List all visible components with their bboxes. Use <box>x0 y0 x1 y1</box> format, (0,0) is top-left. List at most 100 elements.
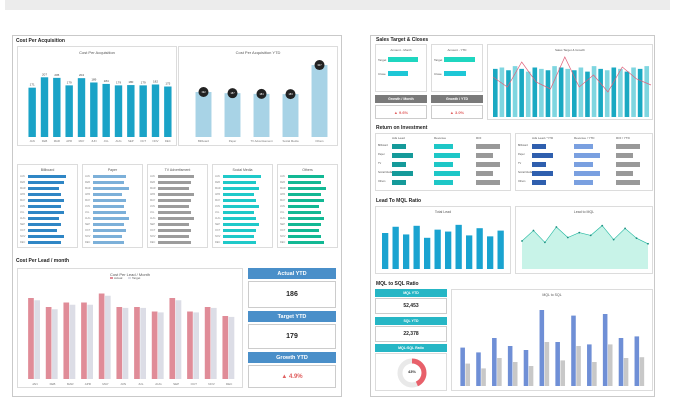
total-lead-title: Total Lead <box>434 210 452 214</box>
cpa-ytd-value: 187 <box>230 91 235 95</box>
sales-bar <box>644 66 650 117</box>
roi-row-label: Billboard <box>518 144 528 147</box>
channel-bar <box>223 205 259 208</box>
amount-row-label: Close <box>434 72 442 76</box>
growth-month-value: ▲ 9.6% <box>375 105 427 119</box>
lead-mql-point <box>624 227 626 230</box>
channel-month-tick: OCT <box>150 229 156 232</box>
legend-actual-label: Actual <box>114 276 123 280</box>
channel-month-tick: MAR <box>215 187 221 190</box>
channel-bar <box>223 175 261 178</box>
cpa-ytd-bar <box>311 65 328 137</box>
roi-bar <box>392 153 413 158</box>
channel-month-tick: JUN <box>20 205 25 208</box>
roi-row-label: Billboard <box>378 144 388 147</box>
channel-month-tick: NOV <box>20 235 26 238</box>
growth-month-header: Growth / Month <box>375 95 427 103</box>
channel-month-tick: JAN <box>85 175 90 178</box>
roi-column-header: ROI <box>476 136 482 140</box>
total-lead-bar <box>476 228 483 269</box>
roi-bar <box>532 153 553 158</box>
cpl-card: Cost Per Lead / Month Actual Target JAN FEB… <box>17 268 243 388</box>
lead-mql-point <box>635 237 638 240</box>
cpl-month-tick: NOV <box>208 382 215 386</box>
channel-month-tick: JUN <box>150 205 155 208</box>
roi-bar <box>532 144 546 149</box>
total-lead-bar <box>424 237 431 269</box>
mql-sql-bar-mql <box>618 338 624 386</box>
cpl-chart: Actual Target JAN FEB MAR APR MAY JUN JUL AUG SEP O… <box>28 276 235 386</box>
channel-month-tick: AUG <box>85 217 91 220</box>
sales-bar <box>611 67 617 117</box>
cpa-ytd-dot <box>227 88 238 99</box>
cpl-bar-actual <box>169 298 176 379</box>
channel-month-tick: MAY <box>85 199 91 202</box>
cpl-bar-target <box>228 316 235 379</box>
roi-bar <box>476 171 493 176</box>
cpl-bar-target <box>193 312 199 379</box>
roi-bar <box>476 153 493 158</box>
cpa-bar-label: 205 <box>54 73 59 77</box>
channel-month-tick: AUG <box>150 217 156 220</box>
cpl-bar-actual <box>204 307 211 379</box>
cpa-bar <box>151 84 160 137</box>
channel-month-tick: DEC <box>20 241 26 244</box>
roi-bar <box>434 171 460 176</box>
channel-card: TV Advertisment JAN FEB MAR APR MAY JUN JUL AUG S… <box>147 164 208 248</box>
roi-row-label: Paper <box>518 153 525 156</box>
cpa-ytd-value: 183 <box>288 92 293 96</box>
mql-sql-bar-mql <box>587 344 592 386</box>
cpa-month-tick: JUL <box>104 139 109 143</box>
channel-bar <box>158 187 190 190</box>
channel-bar <box>93 229 127 232</box>
sales-bar <box>598 68 603 117</box>
total-lead-bar <box>455 224 462 269</box>
cpa-ytd-value: 184 <box>259 92 264 96</box>
roi-ytd-card: Ads Lead / YTD Revenue / YTD ROI / YTD Bill… <box>515 133 653 191</box>
mql-sql-bar-mql <box>476 352 481 386</box>
channel-month-tick: NOV <box>85 235 91 238</box>
cpa-ytd-bar <box>253 93 270 137</box>
cpa-bar <box>164 86 172 137</box>
roi-bar <box>574 153 600 158</box>
cpa-month-tick: FEB <box>42 139 48 143</box>
cpa-ytd-tick: Social Media <box>282 139 298 143</box>
mql-ytd-value: 52,453 <box>375 298 447 314</box>
cpl-month-tick: JAN <box>32 382 38 386</box>
cpa-bar-label: 175 <box>165 82 170 86</box>
total-lead-bar <box>382 233 389 269</box>
sales-growth-line <box>492 56 652 93</box>
mql-sql-bar-sql <box>481 368 486 386</box>
sales-bar <box>506 70 511 117</box>
channel-month-tick: NOV <box>280 235 286 238</box>
legend-target-swatch <box>128 277 131 279</box>
cpa-monthly-card: Cost Per Acquisition 171 JAN 207 FEB 205 MAR 1… <box>17 46 177 146</box>
sales-target-growth-title: Sales Target & Growth <box>555 48 585 52</box>
channel-bar <box>93 181 125 184</box>
channel-bar <box>288 205 320 208</box>
channel-month-tick: NOV <box>215 235 221 238</box>
cpl-month-tick: AUG <box>155 382 162 386</box>
channel-month-tick: SEP <box>215 223 221 226</box>
channel-bar <box>93 205 125 208</box>
cpa-ytd-title: Cost Per Acquisition YTD <box>235 50 281 55</box>
total-lead-bar <box>392 226 399 269</box>
channel-bar <box>288 211 322 214</box>
channel-bar <box>93 187 129 190</box>
roi-bar <box>476 180 500 185</box>
amount-ytd-card: Amount - YTD Target Close <box>431 44 483 92</box>
cpa-bar-label: 179 <box>116 80 121 84</box>
cpl-bar-target <box>157 312 164 379</box>
sales-bar <box>525 71 531 117</box>
cpl-month-tick: JUN <box>120 382 126 386</box>
cpl-bar-actual <box>28 298 34 379</box>
roi-card: Ads Lead Revenue ROI Billboard Paper TV Social… <box>375 133 511 191</box>
lead-mql-point <box>532 229 535 232</box>
channel-month-tick: DEC <box>85 241 91 244</box>
channel-month-tick: JUL <box>280 211 285 214</box>
total-lead-bar <box>497 230 504 269</box>
channel-title: Paper <box>107 168 118 172</box>
channel-month-tick: FEB <box>85 181 90 184</box>
channel-month-tick: AUG <box>20 217 26 220</box>
roi-bar <box>574 144 593 149</box>
